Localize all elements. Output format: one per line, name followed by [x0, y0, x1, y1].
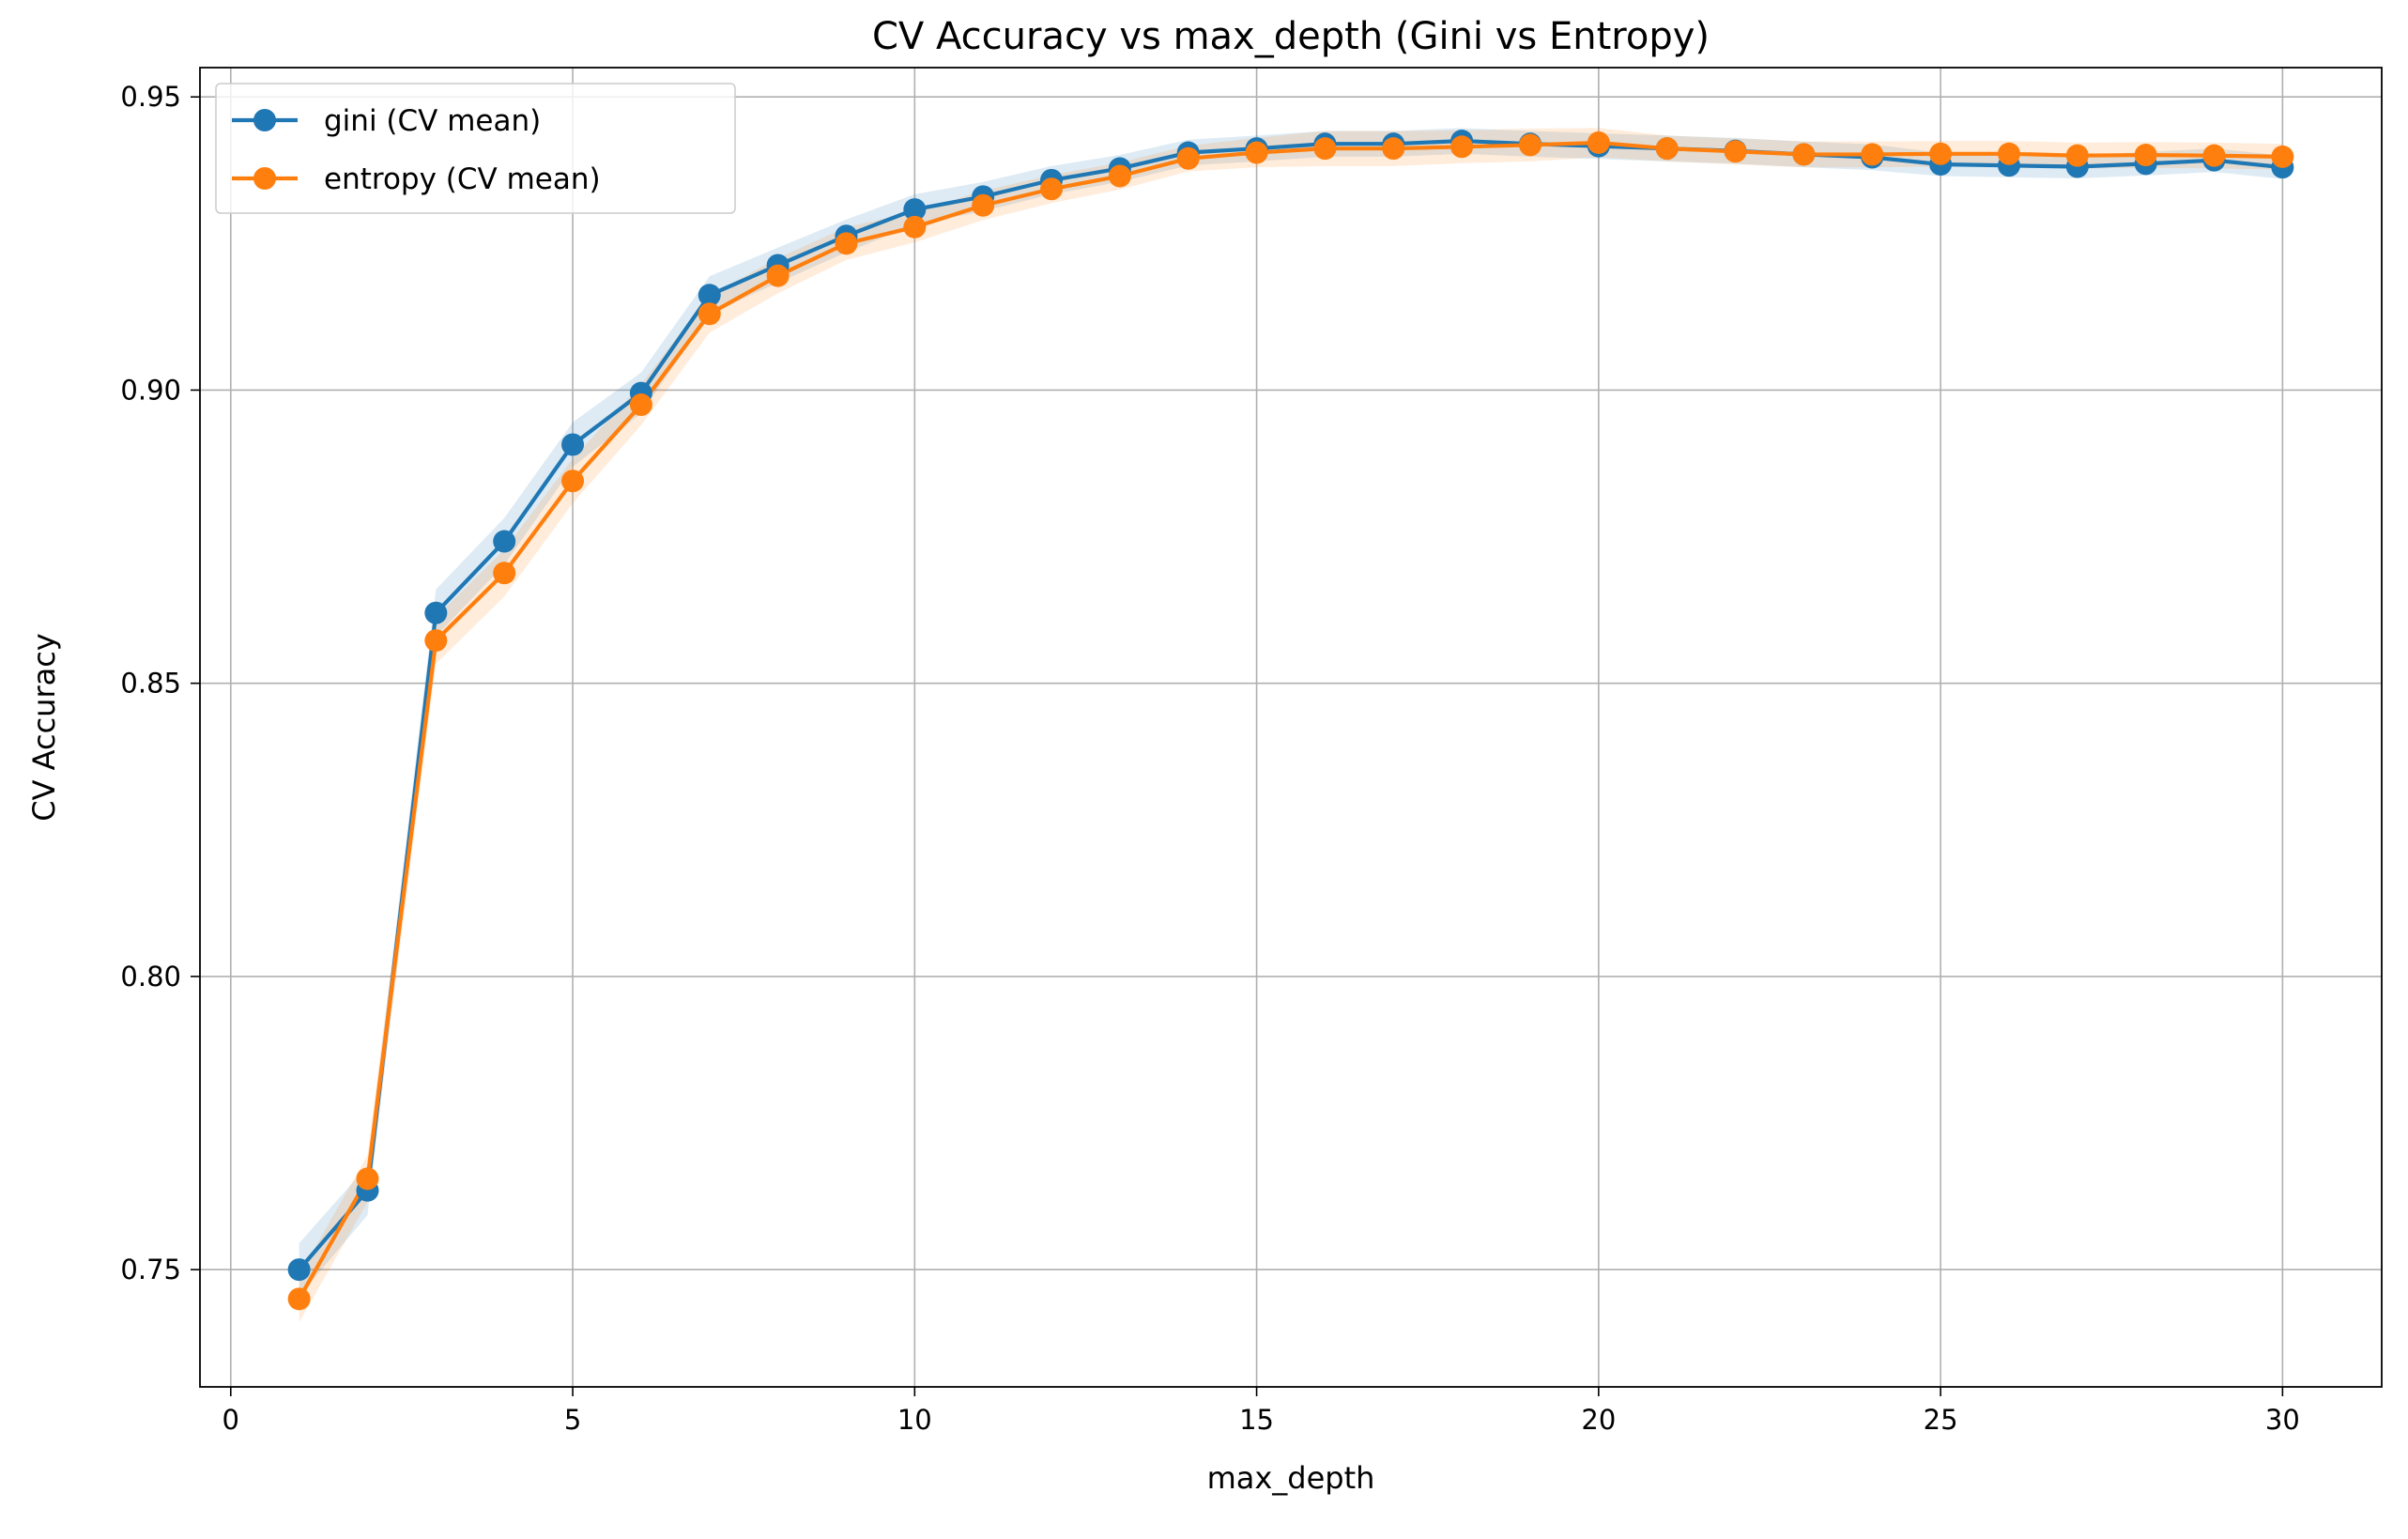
y-tick-label: 0.85 [120, 668, 181, 700]
data-point [287, 1258, 311, 1282]
data-point [1861, 143, 1884, 166]
series-line [297, 140, 2283, 1300]
data-point [1587, 131, 1610, 154]
y-axis-label: CV Accuracy [26, 633, 62, 822]
data-point [2065, 144, 2089, 167]
data-point [698, 284, 721, 307]
data-point [835, 232, 858, 255]
y-axis-ticks: 0.75 0.80 0.85 0.90 0.95 [120, 81, 200, 1285]
data-point [1382, 137, 1405, 161]
series-line [298, 138, 2283, 1271]
data-point [903, 198, 927, 222]
data-point [1997, 142, 2020, 165]
x-tick-label: 0 [222, 1404, 239, 1436]
data-point [698, 302, 721, 326]
data-point [424, 629, 448, 653]
axes-frame [199, 67, 2383, 1388]
data-point [1176, 146, 1200, 170]
x-tick-label: 10 [897, 1404, 932, 1436]
x-axis-ticks: 0 5 10 15 20 25 30 [222, 1387, 2300, 1436]
legend-marker [253, 167, 276, 190]
x-tick-label: 15 [1239, 1404, 1274, 1436]
x-tick-label: 5 [564, 1404, 581, 1436]
data-point [1108, 164, 1131, 188]
series-markers [287, 130, 2294, 1311]
y-tick-label: 0.90 [120, 374, 181, 406]
y-tick-label: 0.75 [120, 1254, 181, 1285]
x-tick-label: 25 [1924, 1404, 1958, 1436]
data-point [1792, 143, 1816, 166]
chart-title: CV Accuracy vs max_depth (Gini vs Entrop… [872, 15, 1710, 58]
legend: gini (CV mean) entropy (CV mean) [215, 83, 736, 214]
x-tick-label: 20 [1581, 1404, 1616, 1436]
data-point [1450, 135, 1474, 159]
data-point [1040, 177, 1064, 201]
legend-marker [253, 109, 276, 131]
legend-label: gini (CV mean) [324, 104, 541, 138]
x-tick-label: 30 [2265, 1404, 2300, 1436]
y-tick-label: 0.95 [120, 81, 181, 113]
data-point [493, 530, 516, 553]
data-point [561, 433, 585, 456]
data-point [1724, 140, 1747, 163]
data-point [2202, 144, 2226, 167]
legend-box [215, 83, 736, 214]
data-point [1655, 137, 1679, 161]
data-point [287, 1287, 311, 1311]
data-point [1929, 142, 1953, 165]
data-point [972, 193, 995, 217]
data-point [629, 393, 652, 417]
data-point [2134, 144, 2157, 167]
data-point [1518, 133, 1541, 157]
data-point [424, 601, 448, 624]
legend-label: entropy (CV mean) [324, 162, 601, 196]
data-point [2271, 145, 2294, 168]
data-point [493, 562, 516, 585]
data-point [766, 264, 790, 287]
data-point [903, 215, 927, 239]
data-point [1313, 137, 1337, 161]
data-point [356, 1167, 379, 1191]
data-point [1245, 141, 1268, 164]
data-point [561, 469, 585, 493]
series-lines [297, 138, 2283, 1300]
y-tick-label: 0.80 [120, 961, 181, 993]
x-axis-label: max_depth [1207, 1460, 1375, 1496]
